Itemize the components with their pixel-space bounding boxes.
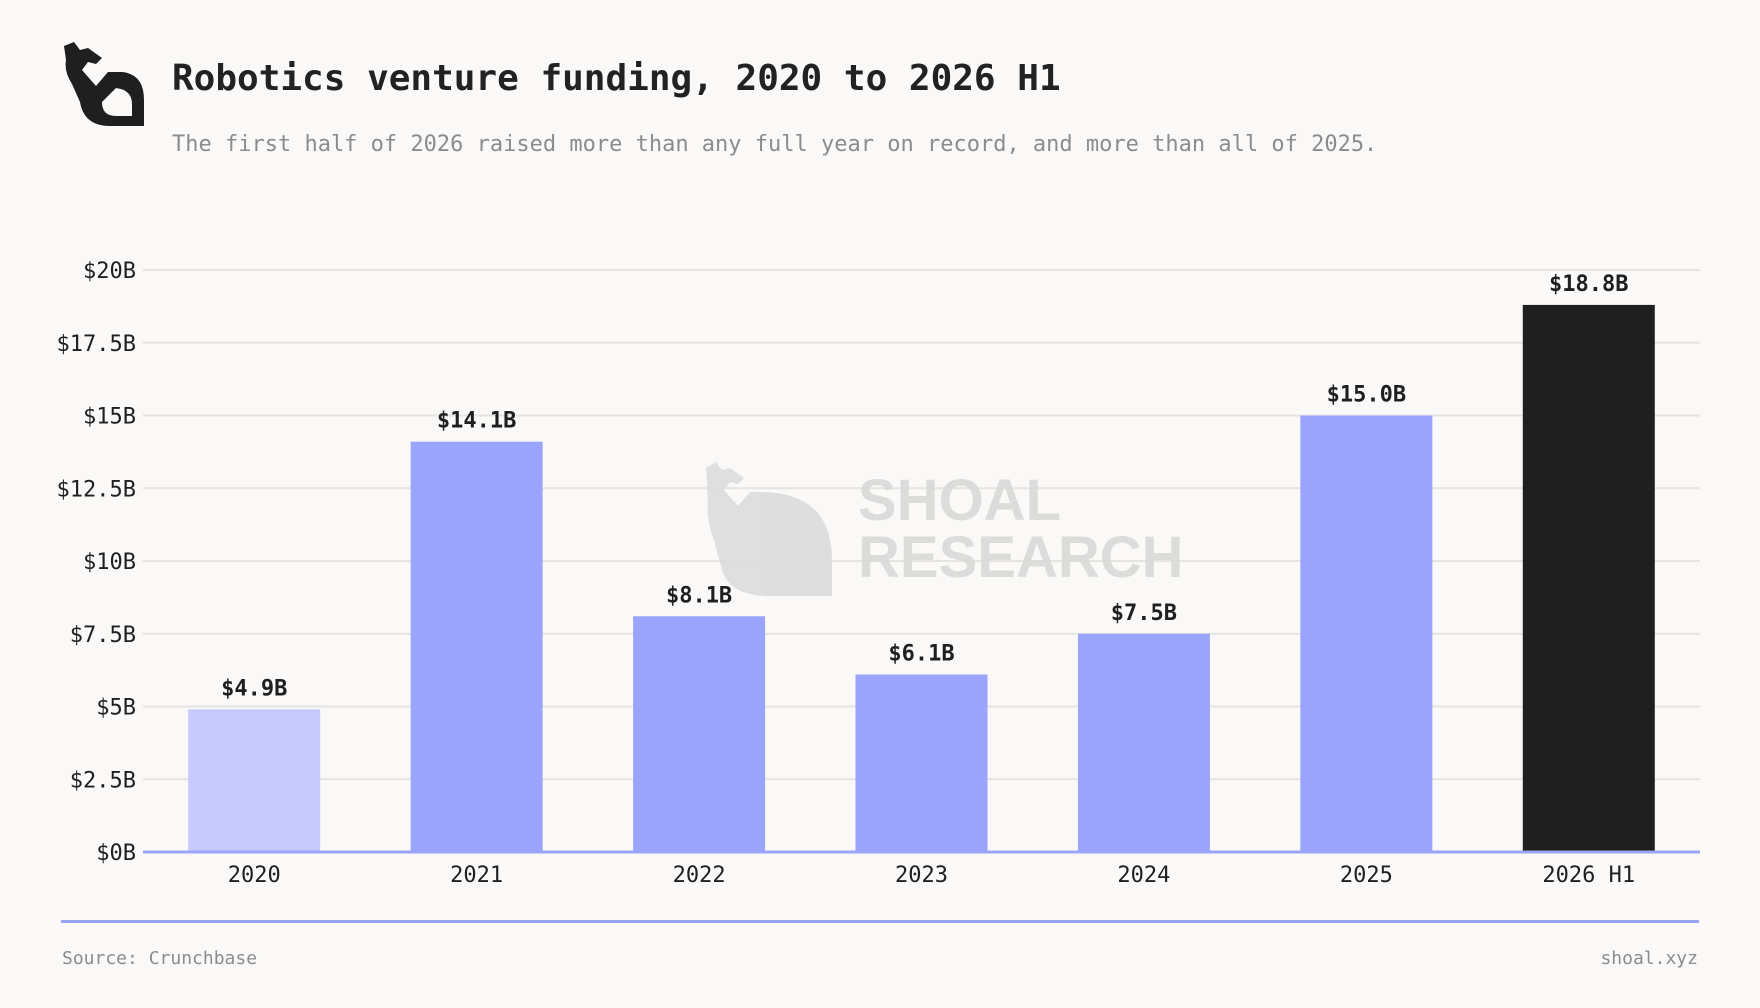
shoal-logo-icon — [64, 42, 144, 126]
x-tick-label: 2024 — [1117, 863, 1170, 888]
y-tick-label: $0B — [96, 841, 136, 866]
bar-2025 — [1300, 415, 1433, 852]
bar-2026-h1 — [1522, 304, 1655, 852]
bar-data-label: $8.1B — [666, 583, 732, 608]
footer-divider — [61, 920, 1699, 923]
watermark-line2: RESEARCH — [858, 525, 1184, 590]
x-tick-label: 2026 H1 — [1542, 863, 1635, 888]
bar-2020 — [188, 709, 321, 852]
data-labels: $4.9B $14.1B $8.1B $6.1B $7.5B $15.0B $18.8B — [221, 272, 1628, 701]
bars — [188, 304, 1655, 852]
x-tick-label: 2022 — [673, 863, 726, 888]
bar-2021 — [410, 441, 543, 852]
site-link[interactable]: shoal.xyz — [1600, 948, 1698, 969]
bar-data-label: $6.1B — [888, 641, 954, 666]
y-tick-label: $12.5B — [57, 477, 136, 502]
bar-data-label: $14.1B — [437, 409, 516, 434]
y-tick-label: $10B — [83, 550, 136, 575]
bar-2022 — [633, 616, 766, 852]
x-axis-ticks: 2020 2021 2022 2023 2024 2025 2026 H1 — [228, 863, 1635, 888]
gridlines — [143, 269, 1700, 781]
x-tick-label: 2021 — [450, 863, 503, 888]
page-title: Robotics venture funding, 2020 to 2026 H… — [172, 58, 1061, 99]
source-note: Source: Crunchbase — [62, 948, 258, 969]
watermark-logo-icon — [706, 462, 832, 596]
watermark: SHOAL RESEARCH — [706, 462, 1184, 596]
bar-2023 — [855, 674, 988, 852]
watermark-line1: SHOAL — [858, 468, 1061, 533]
bar-data-label: $15.0B — [1327, 383, 1406, 408]
bar-data-label: $4.9B — [221, 676, 287, 701]
y-tick-label: $20B — [83, 259, 136, 284]
x-tick-label: 2025 — [1340, 863, 1393, 888]
y-tick-label: $5B — [96, 696, 136, 721]
bar-data-label: $7.5B — [1111, 601, 1177, 626]
x-tick-label: 2023 — [895, 863, 948, 888]
page-subtitle: The first half of 2026 raised more than … — [172, 132, 1378, 157]
bar-chart: SHOAL RESEARCH $4.9B $14.1B $8.1B $6.1B $7.5… — [57, 259, 1700, 888]
y-axis-ticks: $0B $2.5B $5B $7.5B $10B $12.5B $15B $17.5B $20B — [57, 259, 136, 866]
y-tick-label: $7.5B — [70, 623, 136, 648]
y-tick-label: $17.5B — [57, 332, 136, 357]
y-tick-label: $15B — [83, 405, 136, 430]
y-tick-label: $2.5B — [70, 768, 136, 793]
bar-data-label: $18.8B — [1549, 272, 1628, 297]
x-tick-label: 2020 — [228, 863, 281, 888]
bar-2024 — [1077, 633, 1210, 852]
